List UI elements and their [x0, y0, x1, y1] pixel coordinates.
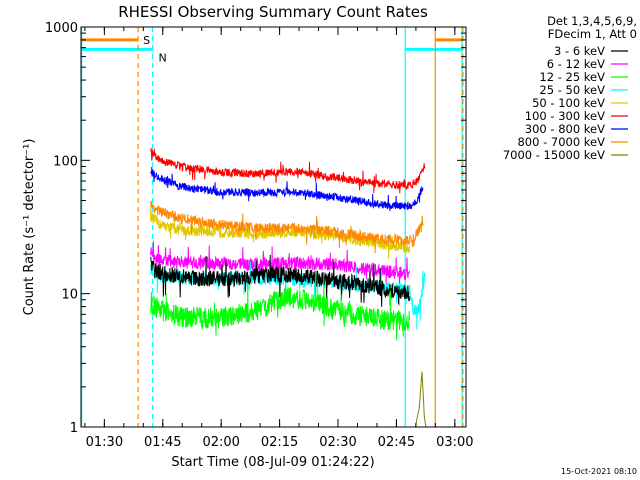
y-axis-label: Count Rate (s⁻¹ detector⁻¹): [22, 139, 37, 316]
plot-area: SN: [81, 27, 464, 428]
plot-frame: [80, 26, 467, 428]
timestamp: 15-Oct-2021 08:10: [561, 467, 637, 476]
x-axis: 01:30 01:45 02:00 02:15 02:30 02:45 03:00: [84, 27, 474, 450]
x-tick-label-3: 02:15: [261, 435, 298, 450]
legend: Det 1,3,4,5,6,9, FDecim 1, Att 0 3 - 6 k…: [503, 14, 637, 162]
series-line-5: [150, 147, 426, 194]
series-line-6: [150, 166, 424, 211]
x-tick-label-2: 02:00: [202, 435, 239, 450]
y-tick-label-3: 1000: [45, 21, 78, 36]
legend-header-line1: Det 1,3,4,5,6,9,: [547, 14, 637, 28]
legend-label-1: 6 - 12 keV: [547, 57, 605, 71]
legend-label-2: 12 - 25 keV: [539, 70, 605, 84]
saa-flag-label: S: [143, 34, 150, 47]
y-tick-label-2: 100: [53, 154, 78, 169]
series-line-8: [414, 371, 427, 428]
night-flag-label: N: [159, 51, 167, 64]
legend-header-line2: FDecim 1, Att 0: [548, 27, 637, 41]
series-line-4: [150, 202, 410, 259]
legend-label-4: 50 - 100 keV: [532, 96, 605, 110]
chart-title: RHESSI Observing Summary Count Rates: [118, 3, 428, 21]
legend-label-3: 25 - 50 keV: [539, 83, 605, 97]
series-line-1: [150, 240, 410, 290]
legend-label-0: 3 - 6 keV: [554, 44, 605, 58]
legend-label-7: 800 - 7000 keV: [517, 135, 605, 149]
x-tick-label-1: 01:45: [144, 435, 181, 450]
x-tick-label-5: 02:45: [378, 435, 415, 450]
x-tick-label-6: 03:00: [436, 435, 473, 450]
series-line-7: [150, 200, 424, 254]
x-axis-label: Start Time (08-Jul-09 01:24:22): [171, 455, 374, 470]
legend-label-5: 100 - 300 keV: [525, 109, 605, 123]
y-tick-label-1: 10: [61, 288, 78, 303]
legend-label-6: 300 - 800 keV: [525, 122, 605, 136]
legend-label-8: 7000 - 15000 keV: [503, 148, 605, 162]
x-tick-label-0: 01:30: [86, 435, 123, 450]
y-tick-label-0: 1: [70, 421, 78, 436]
series-line-2: [150, 270, 410, 341]
series-line-0: [150, 254, 410, 307]
y-axis: 1 10 100 1000: [45, 21, 466, 436]
x-tick-label-4: 02:30: [319, 435, 356, 450]
